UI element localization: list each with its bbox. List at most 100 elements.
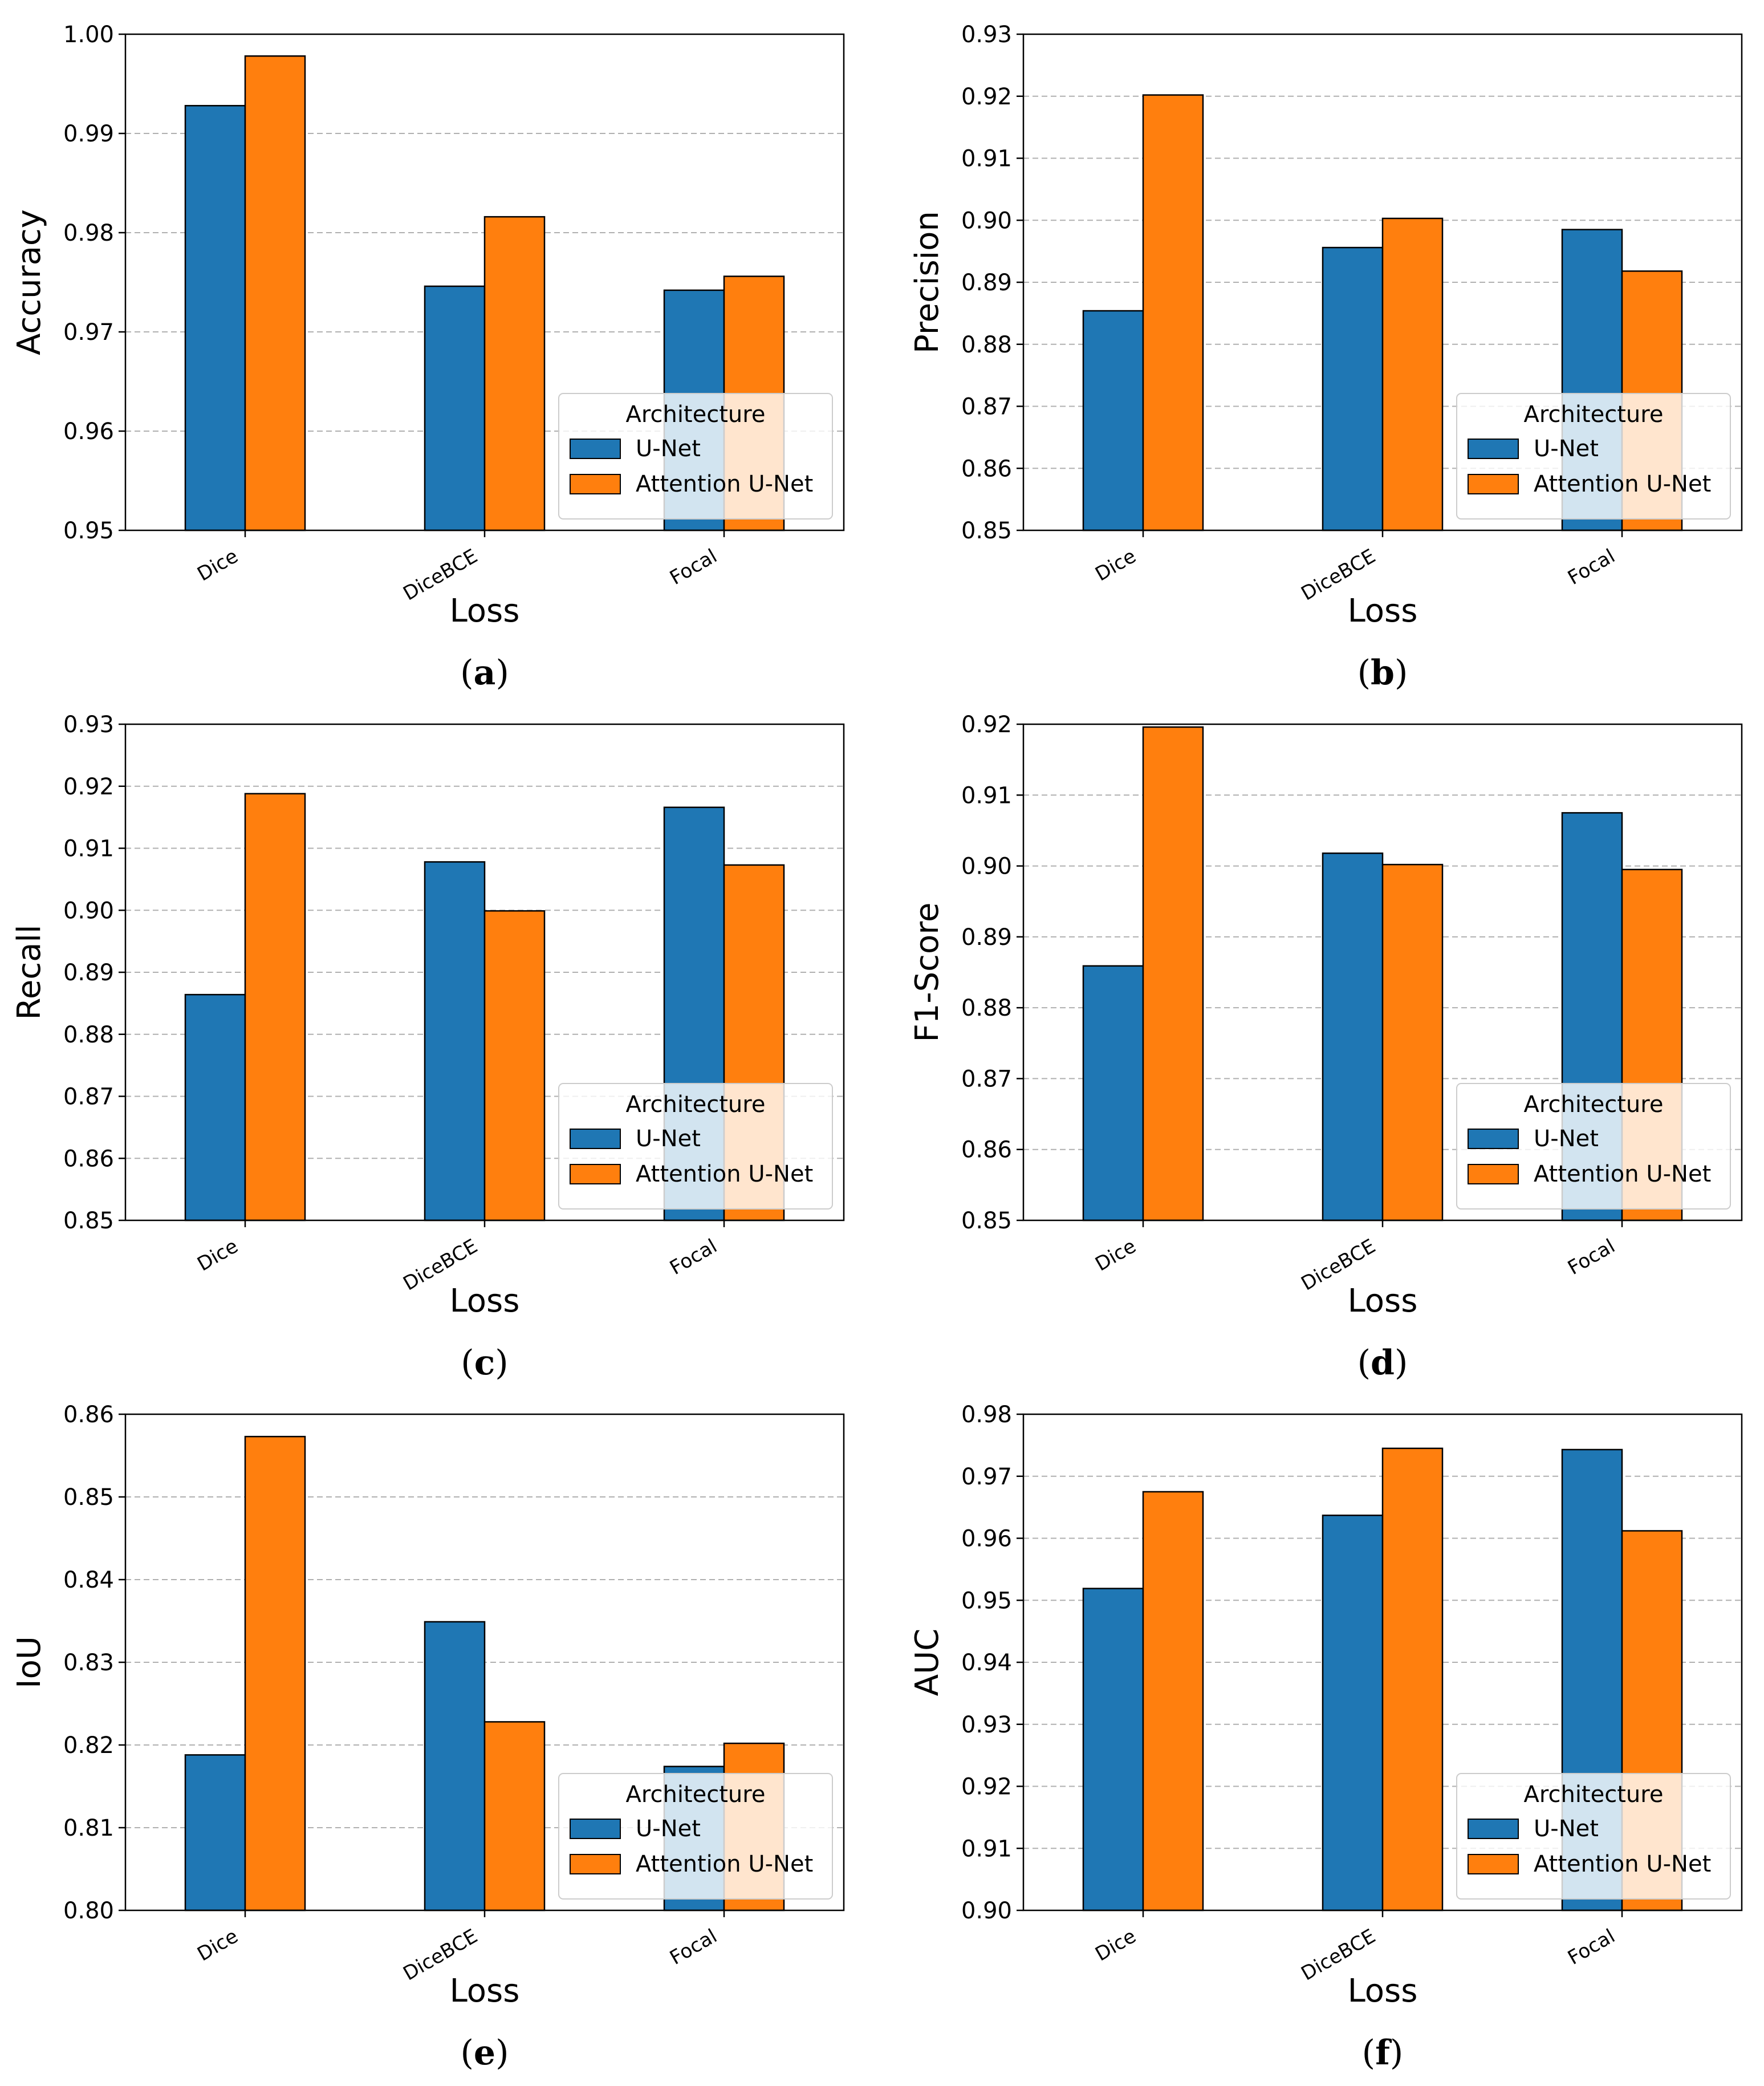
y-tick-label: 0.88 — [961, 332, 1012, 358]
y-tick-label: 0.97 — [63, 319, 114, 346]
legend-box — [558, 1773, 833, 1900]
bar-dicebce-attention-unet — [483, 1721, 546, 1912]
x-tick-label: Dice — [193, 1235, 242, 1276]
y-tick-label: 0.92 — [961, 1774, 1012, 1800]
y-tick-label: 0.92 — [63, 774, 114, 800]
y-tick-label: 0.83 — [63, 1650, 114, 1676]
legend-swatch-unet — [570, 1819, 621, 1839]
legend-label-attention-unet: Attention U-Net — [1534, 471, 1711, 497]
bar-dice-attention-unet — [244, 1435, 306, 1912]
y-axis-title: Recall — [11, 924, 48, 1020]
bar-dice-unet — [184, 105, 246, 531]
y-tick-label: 0.89 — [961, 270, 1012, 296]
y-tick-label: 0.98 — [63, 220, 114, 246]
x-axis-title: Loss — [450, 1973, 520, 2010]
y-tick-label: 0.86 — [63, 1402, 114, 1428]
bar-dicebce-unet — [1322, 246, 1384, 531]
plot-frame — [1022, 1413, 1743, 1912]
y-tick-label: 0.84 — [63, 1567, 114, 1593]
x-tick-label: Focal — [1564, 1235, 1619, 1280]
y-tick-label: 0.97 — [961, 1464, 1012, 1490]
y-tick-label: 0.88 — [63, 1022, 114, 1048]
x-tick-label: Focal — [1564, 545, 1619, 590]
y-tick-label: 0.85 — [63, 1484, 114, 1511]
bar-dice-attention-unet — [244, 55, 306, 531]
bar-dice-unet — [184, 993, 246, 1221]
bar-dicebce-unet — [1322, 1515, 1384, 1912]
legend-swatch-attention-unet — [1468, 1164, 1519, 1184]
y-tick-label: 0.96 — [961, 1526, 1012, 1552]
y-tick-label: 0.93 — [63, 712, 114, 738]
y-tick-label: 0.90 — [961, 854, 1012, 880]
bar-dicebce-unet — [1322, 852, 1384, 1221]
y-axis-title: F1-Score — [909, 903, 946, 1042]
legend-label-unet: U-Net — [636, 1816, 701, 1842]
legend-title: Architecture — [626, 401, 766, 428]
panel-label: (b) — [1357, 653, 1408, 693]
bar-dice-unet — [1082, 310, 1144, 531]
legend-label-attention-unet: Attention U-Net — [636, 1851, 813, 1877]
x-tick-label: Focal — [666, 1925, 721, 1970]
legend-title: Architecture — [1524, 401, 1664, 428]
y-tick-label: 0.86 — [63, 1146, 114, 1172]
y-tick-label: 0.91 — [961, 146, 1012, 172]
x-tick-label: Focal — [666, 1235, 721, 1280]
legend-title: Architecture — [626, 1091, 766, 1118]
legend: Architecture U-Net Attention U-Net — [558, 1083, 833, 1210]
x-axis-title: Loss — [1348, 1973, 1418, 2010]
x-tick-label: Focal — [666, 545, 721, 590]
y-tick-label: 0.98 — [961, 1402, 1012, 1428]
y-tick-label: 0.89 — [63, 960, 114, 986]
bar-dicebce-unet — [424, 861, 486, 1221]
y-tick-label: 0.82 — [63, 1732, 114, 1759]
plot-frame — [124, 723, 845, 1221]
plot-frame — [1022, 723, 1743, 1221]
y-tick-label: 0.89 — [961, 924, 1012, 951]
y-tick-label: 0.85 — [63, 1208, 114, 1234]
legend-swatch-unet — [570, 1129, 621, 1149]
y-tick-label: 0.90 — [961, 1898, 1012, 1924]
legend: Architecture U-Net Attention U-Net — [1456, 393, 1731, 520]
legend-swatch-attention-unet — [1468, 1854, 1519, 1874]
legend-label-attention-unet: Attention U-Net — [1534, 1161, 1711, 1187]
y-tick-label: 0.86 — [961, 1137, 1012, 1163]
legend-title: Architecture — [1524, 1091, 1664, 1118]
y-tick-label: 0.85 — [961, 518, 1012, 544]
legend-box — [558, 1083, 833, 1210]
legend-box — [1456, 1773, 1731, 1900]
legend-swatch-attention-unet — [1468, 474, 1519, 494]
legend-label-attention-unet: Attention U-Net — [636, 471, 813, 497]
legend: Architecture U-Net Attention U-Net — [558, 1773, 833, 1900]
bar-dice-attention-unet — [1142, 1491, 1204, 1912]
y-axis-title: Accuracy — [11, 209, 48, 355]
legend-swatch-unet — [570, 439, 621, 459]
x-tick-label: Focal — [1564, 1925, 1619, 1970]
bar-dice-attention-unet — [1142, 94, 1204, 531]
legend-label-attention-unet: Attention U-Net — [636, 1161, 813, 1187]
y-tick-label: 0.87 — [63, 1084, 114, 1110]
legend-label-unet: U-Net — [1534, 1126, 1599, 1152]
bar-dice-attention-unet — [1142, 726, 1204, 1221]
legend-box — [1456, 393, 1731, 520]
bar-dice-unet — [184, 1754, 246, 1912]
bar-dicebce-unet — [424, 285, 486, 531]
legend-swatch-unet — [1468, 439, 1519, 459]
y-axis-title: IoU — [11, 1636, 48, 1689]
y-tick-label: 0.91 — [63, 836, 114, 862]
y-tick-label: 0.91 — [961, 782, 1012, 809]
y-axis-title: Precision — [909, 211, 946, 354]
legend-swatch-attention-unet — [570, 474, 621, 494]
plot-frame — [124, 1413, 845, 1912]
y-tick-label: 0.92 — [961, 84, 1012, 110]
y-tick-label: 0.85 — [961, 1208, 1012, 1234]
bar-dice-unet — [1082, 965, 1144, 1221]
plot-frame — [124, 33, 845, 531]
y-tick-label: 0.87 — [961, 1066, 1012, 1092]
legend-title: Architecture — [626, 1781, 766, 1808]
y-tick-label: 0.90 — [961, 208, 1012, 234]
y-tick-label: 0.94 — [961, 1650, 1012, 1676]
x-tick-label: Dice — [1091, 1235, 1140, 1276]
chart-panel-f: 0.90 0.91 0.92 0.93 0.94 0.95 0.96 0.97 0.98 Dice… — [909, 1402, 1743, 2073]
